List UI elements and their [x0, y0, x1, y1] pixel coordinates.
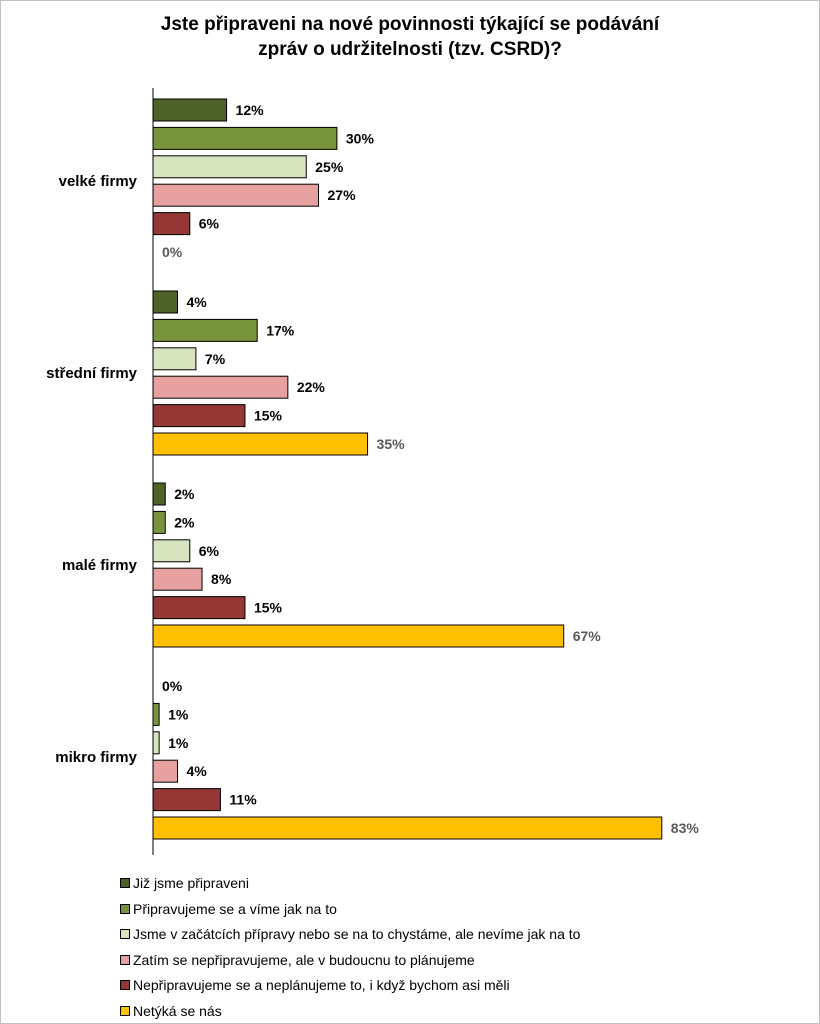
- legend-item: Zatím se nepřipravujeme, ale v budoucnu …: [120, 952, 475, 968]
- data-label: 67%: [573, 628, 602, 644]
- chart-title-line-1: Jste připraveni na nové povinnosti týkaj…: [160, 14, 660, 35]
- bar: [152, 567, 203, 591]
- data-label: 4%: [187, 763, 208, 779]
- data-label: 7%: [205, 351, 226, 367]
- bar: [152, 155, 307, 179]
- bar: [152, 432, 369, 456]
- legend-label: Jsme v začátcích přípravy nebo se na to …: [133, 926, 581, 942]
- bar: [152, 290, 179, 314]
- legend-label: Připravujeme se a víme jak na to: [133, 900, 337, 917]
- data-label: 2%: [174, 514, 195, 530]
- bar: [152, 816, 663, 840]
- category-label: malé firmy: [62, 557, 138, 574]
- bar-chart: velké firmy 12% 30%25% 27% 6% 0% střední firmy…: [46, 88, 700, 855]
- data-label: 2%: [174, 486, 195, 502]
- category-label: střední firmy: [46, 365, 138, 382]
- bar: [152, 482, 166, 506]
- bar: [152, 404, 246, 428]
- data-label: 12%: [236, 102, 265, 118]
- legend-item: Nepřipravujeme se a neplánujeme to, i kd…: [120, 977, 510, 993]
- bar: [152, 759, 179, 783]
- bar: [152, 539, 191, 563]
- legend-label: Zatím se nepřipravujeme, ale v budoucnu …: [133, 951, 475, 968]
- bar: [152, 126, 338, 150]
- data-label: 0%: [162, 244, 183, 260]
- bar: [152, 318, 258, 342]
- data-label: 22%: [297, 379, 326, 395]
- data-label: 30%: [346, 130, 375, 146]
- legend-swatch: [120, 954, 130, 965]
- legend-label: Nepřipravujeme se a neplánujeme to, i kd…: [133, 977, 510, 993]
- data-label: 35%: [377, 436, 406, 452]
- bar: [152, 183, 320, 207]
- category-label: velké firmy: [59, 173, 138, 190]
- legend-item: Jsme v začátcích přípravy nebo se na to …: [120, 926, 580, 942]
- data-label: 0%: [162, 678, 183, 694]
- category-label: mikro firmy: [55, 749, 137, 766]
- bar: [152, 347, 197, 371]
- data-label: 83%: [671, 820, 700, 836]
- legend-label: Již jsme připraveni: [133, 875, 249, 891]
- legend-item: Připravujeme se a víme jak na to: [120, 901, 337, 917]
- data-label: 15%: [254, 600, 283, 616]
- chart-title-line-2: zpráv o udržitelnosti (tzv. CSRD)?: [258, 39, 562, 60]
- data-label: 4%: [187, 294, 208, 310]
- legend-swatch: [120, 929, 130, 939]
- data-label: 6%: [199, 216, 220, 232]
- bar: [152, 375, 289, 399]
- legend-swatch: [120, 1005, 130, 1016]
- bar: [152, 596, 246, 620]
- bar: [152, 624, 565, 648]
- legend-swatch: [120, 903, 130, 914]
- bar: [152, 702, 160, 726]
- bar: [152, 212, 191, 236]
- bar: [152, 788, 221, 812]
- legend-swatch: [120, 980, 130, 990]
- bar: [152, 731, 160, 755]
- data-label: 15%: [254, 408, 283, 424]
- bar: [152, 510, 166, 534]
- data-label: 8%: [211, 571, 232, 587]
- data-label: 27%: [328, 187, 357, 203]
- bar: [152, 98, 228, 122]
- legend-item: Netýká se nás: [120, 1003, 222, 1019]
- data-label: 1%: [168, 706, 189, 722]
- data-label: 25%: [315, 159, 344, 175]
- data-label: 1%: [168, 735, 189, 751]
- data-label: 17%: [266, 322, 295, 338]
- data-label: 11%: [229, 792, 257, 808]
- legend-swatch: [120, 878, 130, 888]
- legend-label: Netýká se nás: [133, 1002, 222, 1019]
- data-label: 6%: [199, 543, 220, 559]
- chart-title: Jste připraveni na nové povinnosti týkaj…: [0, 12, 820, 62]
- legend-item: Již jsme připraveni: [120, 875, 249, 891]
